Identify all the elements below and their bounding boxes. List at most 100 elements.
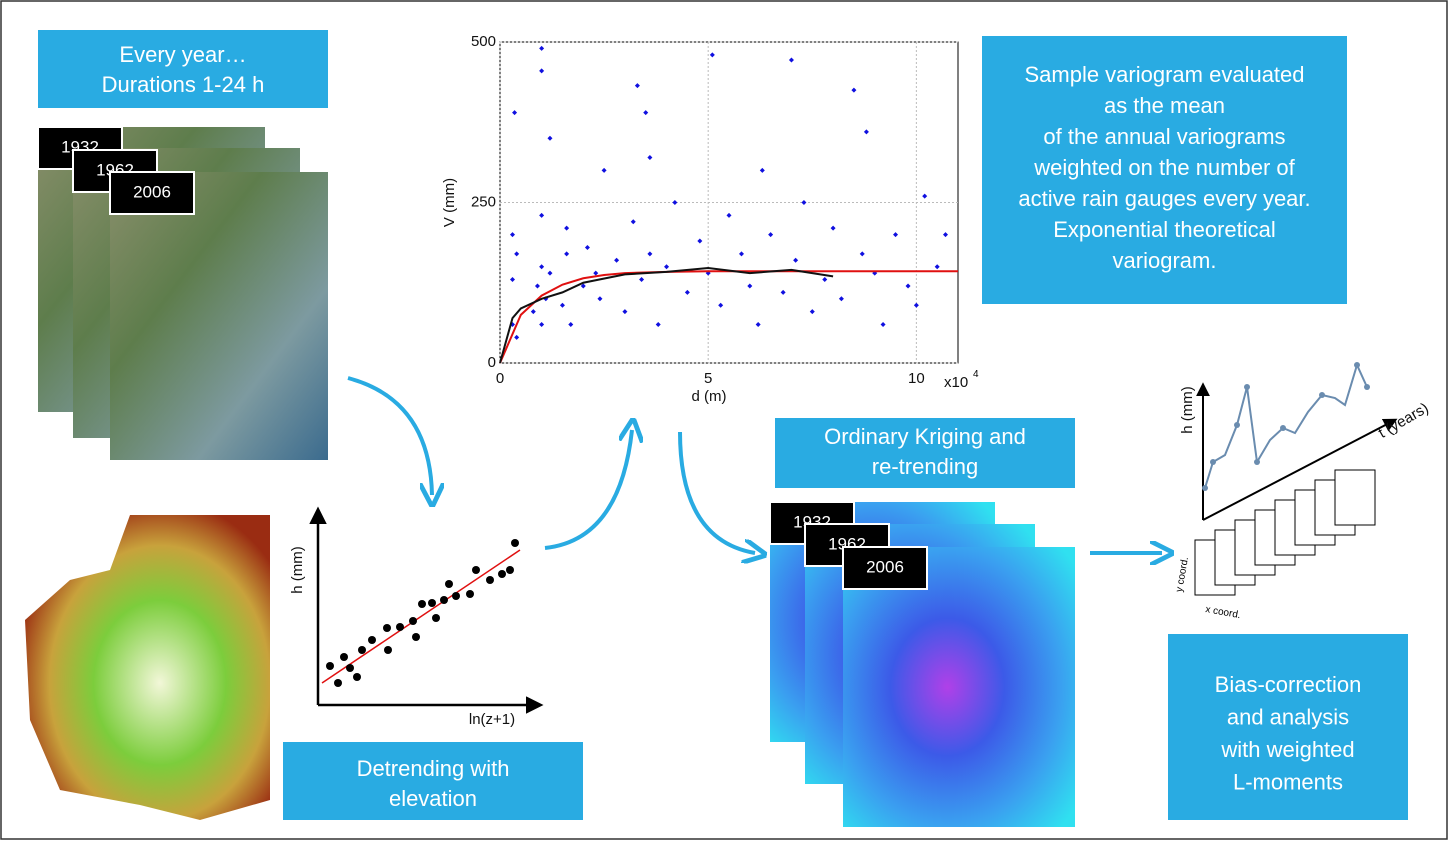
curve <box>499 266 834 364</box>
data-point <box>547 270 553 276</box>
data-point <box>830 225 836 231</box>
data-point <box>509 232 515 238</box>
y-tick-label: 500 <box>471 33 496 50</box>
year-label: 2006 <box>133 182 171 201</box>
data-point <box>539 68 545 74</box>
data-point <box>738 251 744 257</box>
year-label: 2006 <box>866 557 904 576</box>
x-tick-label: 10 <box>908 370 925 387</box>
data-point <box>838 296 844 302</box>
text-box <box>283 742 583 820</box>
data-point <box>647 251 653 257</box>
data-point <box>559 302 565 308</box>
data-point <box>793 257 799 263</box>
data-point <box>664 264 670 270</box>
data-point <box>905 283 911 289</box>
data-point <box>697 238 703 244</box>
text-box <box>775 418 1075 488</box>
axis-label: d (m) <box>692 388 727 405</box>
data-point <box>514 251 520 257</box>
data-point <box>584 244 590 250</box>
axis-label: h (mm) <box>1179 386 1196 434</box>
data-point <box>539 45 545 51</box>
box-text: Bias-correction <box>1215 672 1362 697</box>
box-text: Ordinary Kriging and <box>824 424 1026 449</box>
box-text: re-trending <box>872 454 978 479</box>
data-point <box>593 270 599 276</box>
data-point <box>509 277 515 283</box>
data-point <box>863 129 869 135</box>
axis-label: ln(z+1) <box>469 711 515 728</box>
data-point <box>822 277 828 283</box>
axis-scale: x10 <box>944 374 968 391</box>
box-text: variogram. <box>1113 248 1217 273</box>
data-point <box>514 334 520 340</box>
data-point <box>913 302 919 308</box>
data-point <box>539 264 545 270</box>
data-point <box>801 200 807 205</box>
data-point <box>568 321 574 327</box>
data-point <box>622 309 628 315</box>
data-point <box>859 251 865 257</box>
map-image <box>110 172 328 460</box>
flow-arrow <box>347 376 1162 553</box>
data-point <box>630 219 636 225</box>
elevation-map <box>25 515 270 820</box>
data-point <box>639 277 645 283</box>
y-tick-label: 250 <box>471 193 496 210</box>
data-point <box>709 52 715 58</box>
axis-label: h (mm) <box>289 546 306 594</box>
data-point <box>755 321 761 327</box>
box-text: weighted on the number of <box>1033 155 1295 180</box>
data-point <box>643 110 649 116</box>
data-point <box>684 289 690 295</box>
data-point <box>601 167 607 173</box>
data-point <box>580 283 586 289</box>
data-point <box>634 83 640 89</box>
box-text: and analysis <box>1227 704 1349 729</box>
data-point <box>851 87 857 93</box>
data-point <box>564 251 570 257</box>
data-point <box>597 296 603 302</box>
data-point <box>780 289 786 295</box>
data-point <box>539 321 545 327</box>
data-point <box>922 193 928 199</box>
axis-scale-exponent: 4 <box>973 369 979 380</box>
data-point <box>759 167 765 173</box>
box-text: Sample variogram evaluated <box>1024 62 1304 87</box>
data-point <box>726 212 732 218</box>
data-point <box>943 232 949 238</box>
axis-label: V (mm) <box>441 178 458 227</box>
data-point <box>718 302 724 308</box>
data-point <box>747 283 753 289</box>
data-point <box>880 321 886 327</box>
box-text: elevation <box>389 786 477 811</box>
box-text: of the annual variograms <box>1043 124 1285 149</box>
data-point <box>534 283 540 289</box>
year-label-box <box>109 171 195 215</box>
data-point <box>614 257 620 263</box>
box-text: Every year… <box>119 42 246 67</box>
box-text: active rain gauges every year. <box>1018 186 1310 211</box>
text-box <box>982 36 1347 304</box>
data-point <box>934 264 940 270</box>
data-point <box>809 309 815 315</box>
detrend-plot: h (mm) ln(z+1) <box>289 506 544 728</box>
data-point <box>647 155 653 161</box>
data-point <box>788 57 794 63</box>
data-point <box>768 232 774 238</box>
y-tick-label: 0 <box>488 354 496 371</box>
box-text: with weighted <box>1220 737 1354 762</box>
data-point <box>512 110 518 116</box>
box-text: Detrending with <box>357 756 510 781</box>
data-point <box>564 225 570 231</box>
data-point <box>655 321 661 327</box>
box-text: L-moments <box>1233 769 1343 794</box>
x-tick-label: 5 <box>704 370 712 387</box>
data-point <box>547 135 553 141</box>
data-point <box>893 232 899 238</box>
time-series-plot: h (mm) t (years) y coord. x coord. <box>1174 362 1432 621</box>
box-text: Exponential theoretical <box>1053 217 1276 242</box>
x-tick-label: 0 <box>496 370 504 387</box>
